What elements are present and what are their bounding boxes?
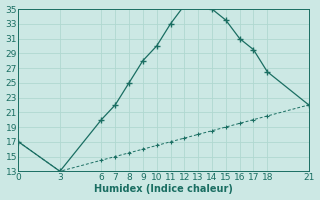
X-axis label: Humidex (Indice chaleur): Humidex (Indice chaleur) [94,184,233,194]
